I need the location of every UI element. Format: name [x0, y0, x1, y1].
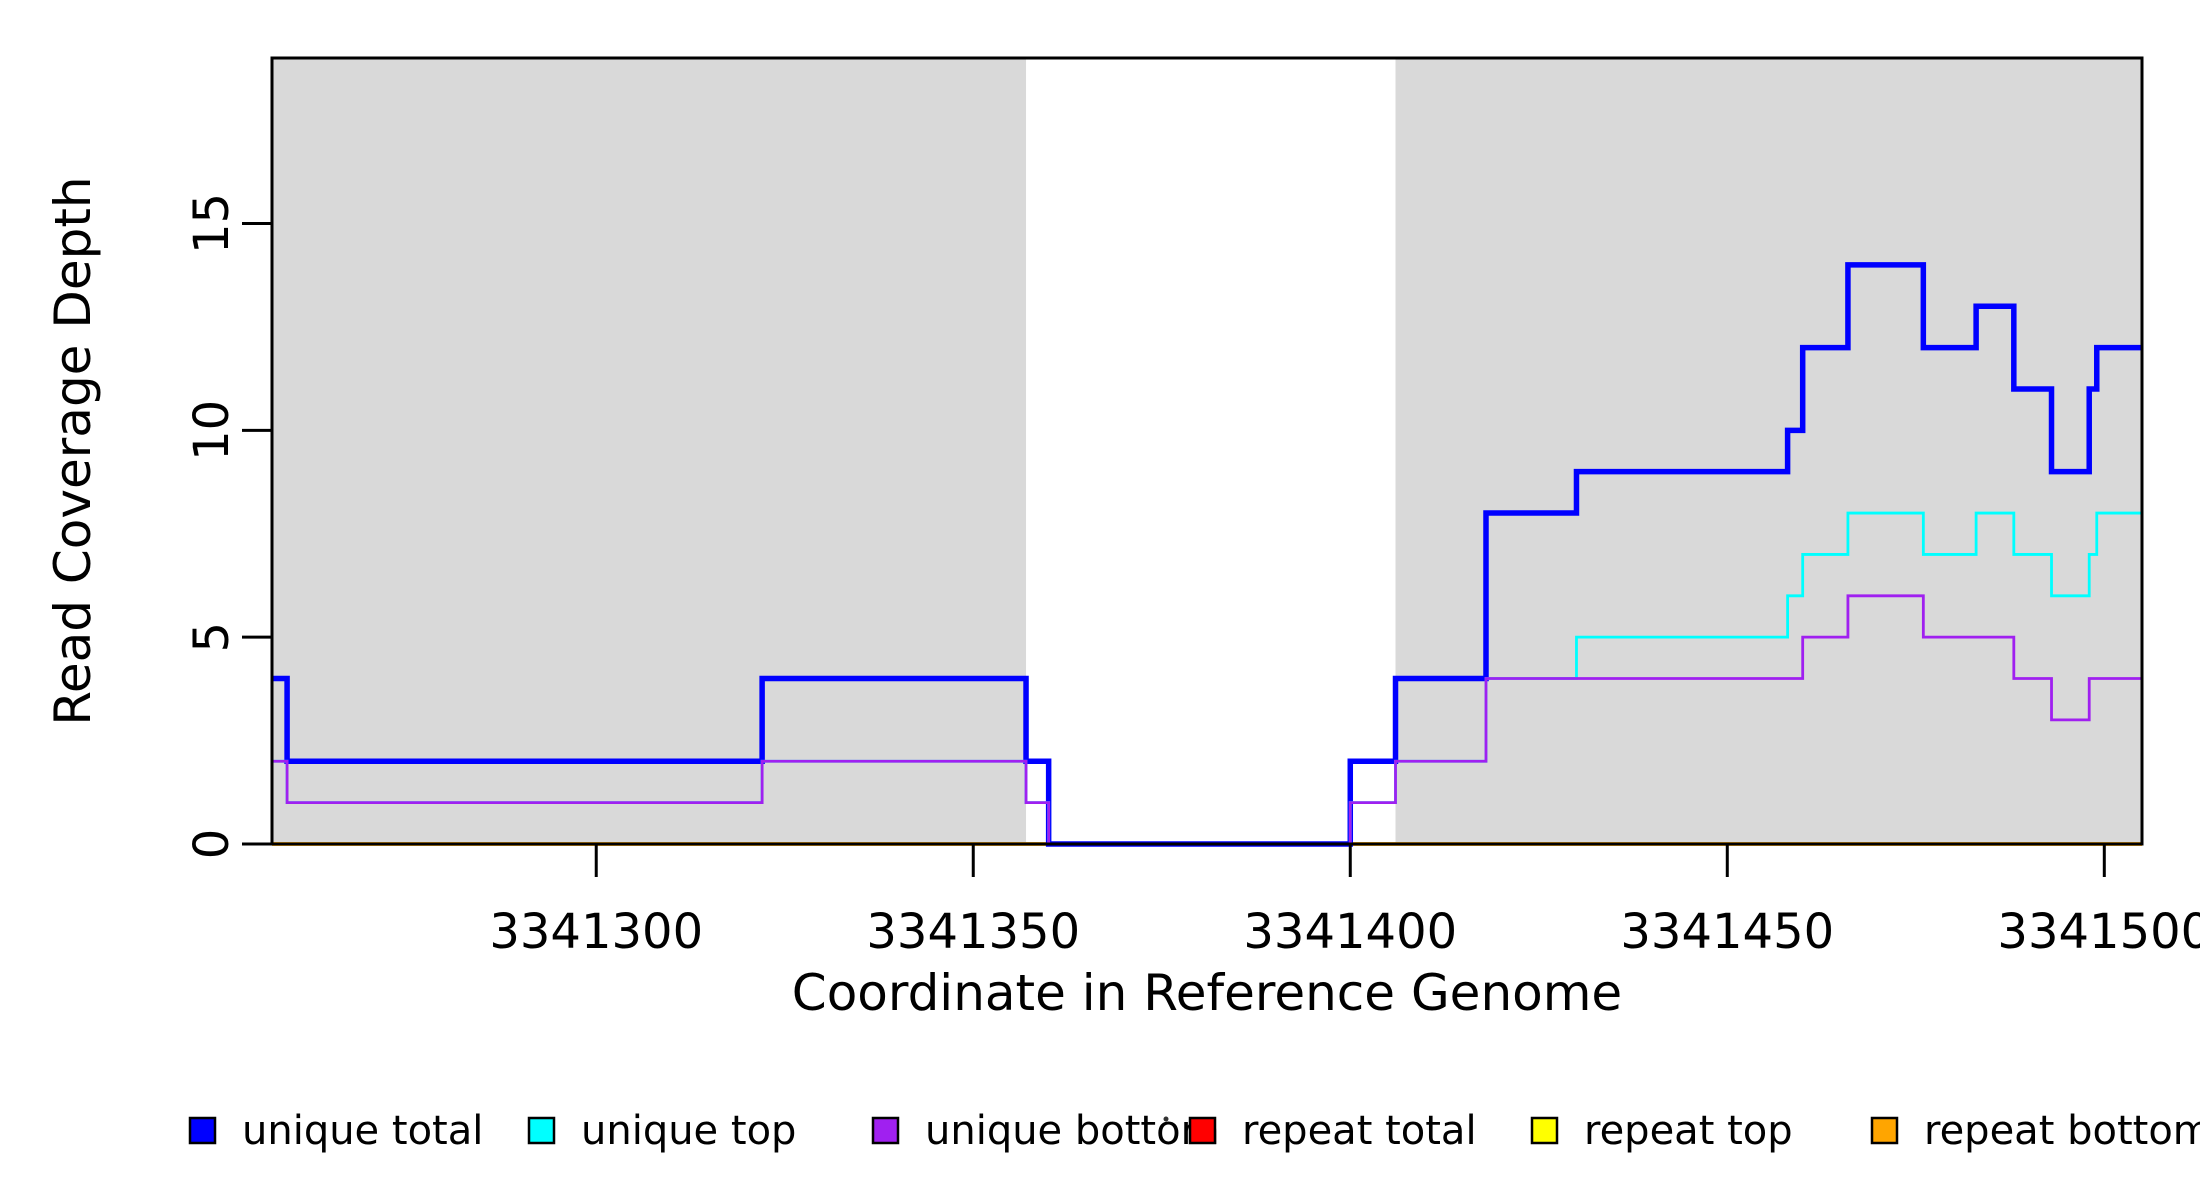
- legend-label: unique bottom: [925, 1108, 1220, 1154]
- shaded-region-2: [1395, 58, 2142, 844]
- x-tick-label: 3341400: [1243, 904, 1457, 960]
- y-tick-label: 15: [184, 193, 240, 254]
- legend-label: unique total: [242, 1108, 483, 1154]
- legend-swatch-repeat-bottom: [1870, 1116, 1899, 1145]
- legend-swatch-unique-top: [527, 1116, 556, 1145]
- series-line-unique-total: [272, 262, 2142, 847]
- legend-item-unique-bottom: unique bottom: [871, 1108, 1220, 1154]
- legend-label: repeat top: [1584, 1108, 1793, 1154]
- x-axis: 3341300 3341350 3341400 3341450 3341500: [489, 844, 2200, 960]
- shaded-region-1: [272, 58, 1027, 844]
- legend-item-unique-total: unique total: [188, 1108, 483, 1154]
- y-tick-label: 10: [184, 400, 240, 461]
- legend-item-repeat-top: repeat top: [1530, 1108, 1793, 1154]
- y-axis-title: Read Coverage Depth: [44, 176, 102, 725]
- legend-item-unique-top: unique top: [527, 1108, 796, 1154]
- chart-legend: unique total unique top unique bottom repea…: [188, 1108, 2200, 1154]
- shaded-regions: [272, 58, 2142, 844]
- x-axis-title: Coordinate in Reference Genome: [792, 964, 1622, 1022]
- x-tick-label: 3341350: [866, 904, 1080, 960]
- legend-swatch-repeat-top: [1530, 1116, 1559, 1145]
- x-tick-label: 3341450: [1620, 904, 1834, 960]
- stray-dot-mark: [1163, 1116, 1169, 1122]
- legend-label: repeat bottom: [1924, 1108, 2200, 1154]
- legend-swatch-repeat-total: [1188, 1116, 1217, 1145]
- legend-swatch-unique-total: [188, 1116, 217, 1145]
- plot-border-box: [270, 56, 2144, 846]
- y-axis: 0 5 10 15: [184, 193, 272, 859]
- legend-label: repeat total: [1242, 1108, 1477, 1154]
- y-tick-label: 0: [184, 829, 240, 860]
- legend-item-repeat-total: repeat total: [1188, 1108, 1477, 1154]
- legend-label: unique top: [581, 1108, 796, 1154]
- legend-swatch-unique-bottom: [871, 1116, 900, 1145]
- x-tick-label: 3341500: [1997, 904, 2200, 960]
- y-tick-label: 5: [184, 622, 240, 653]
- legend-item-repeat-bottom: repeat bottom: [1870, 1108, 2200, 1154]
- series-line-unique-bottom: [272, 594, 2142, 846]
- x-tick-label: 3341300: [489, 904, 703, 960]
